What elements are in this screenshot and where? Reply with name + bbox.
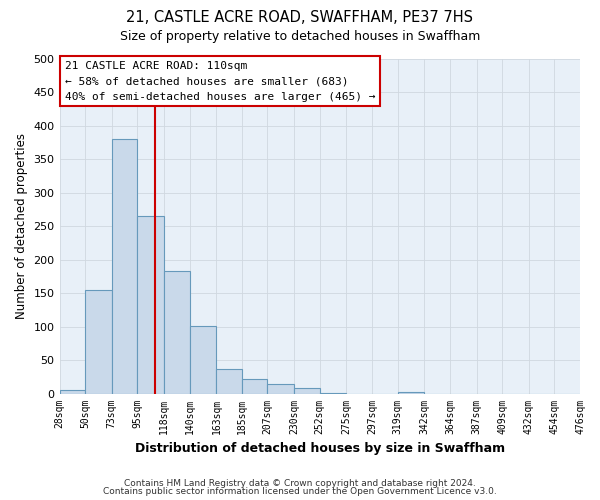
Text: 21, CASTLE ACRE ROAD, SWAFFHAM, PE37 7HS: 21, CASTLE ACRE ROAD, SWAFFHAM, PE37 7HS — [127, 10, 473, 25]
Bar — [320, 393, 346, 394]
Bar — [294, 388, 320, 394]
Text: 21 CASTLE ACRE ROAD: 110sqm
← 58% of detached houses are smaller (683)
40% of se: 21 CASTLE ACRE ROAD: 110sqm ← 58% of det… — [65, 60, 375, 102]
Bar — [85, 290, 112, 394]
Bar — [268, 384, 294, 394]
Text: Contains public sector information licensed under the Open Government Licence v3: Contains public sector information licen… — [103, 487, 497, 496]
Bar — [112, 138, 137, 394]
Bar — [137, 216, 164, 394]
Text: Contains HM Land Registry data © Crown copyright and database right 2024.: Contains HM Land Registry data © Crown c… — [124, 478, 476, 488]
Bar — [398, 392, 424, 394]
Bar — [217, 370, 242, 394]
Bar — [59, 390, 85, 394]
Y-axis label: Number of detached properties: Number of detached properties — [15, 134, 28, 320]
Bar — [242, 379, 268, 394]
Bar — [190, 326, 217, 394]
Bar — [164, 271, 190, 394]
Text: Size of property relative to detached houses in Swaffham: Size of property relative to detached ho… — [120, 30, 480, 43]
X-axis label: Distribution of detached houses by size in Swaffham: Distribution of detached houses by size … — [135, 442, 505, 455]
